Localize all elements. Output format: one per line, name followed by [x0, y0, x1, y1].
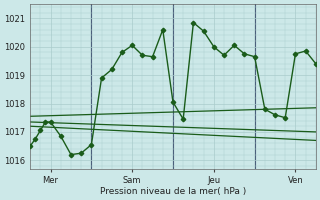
X-axis label: Pression niveau de la mer( hPa ): Pression niveau de la mer( hPa )	[100, 187, 246, 196]
